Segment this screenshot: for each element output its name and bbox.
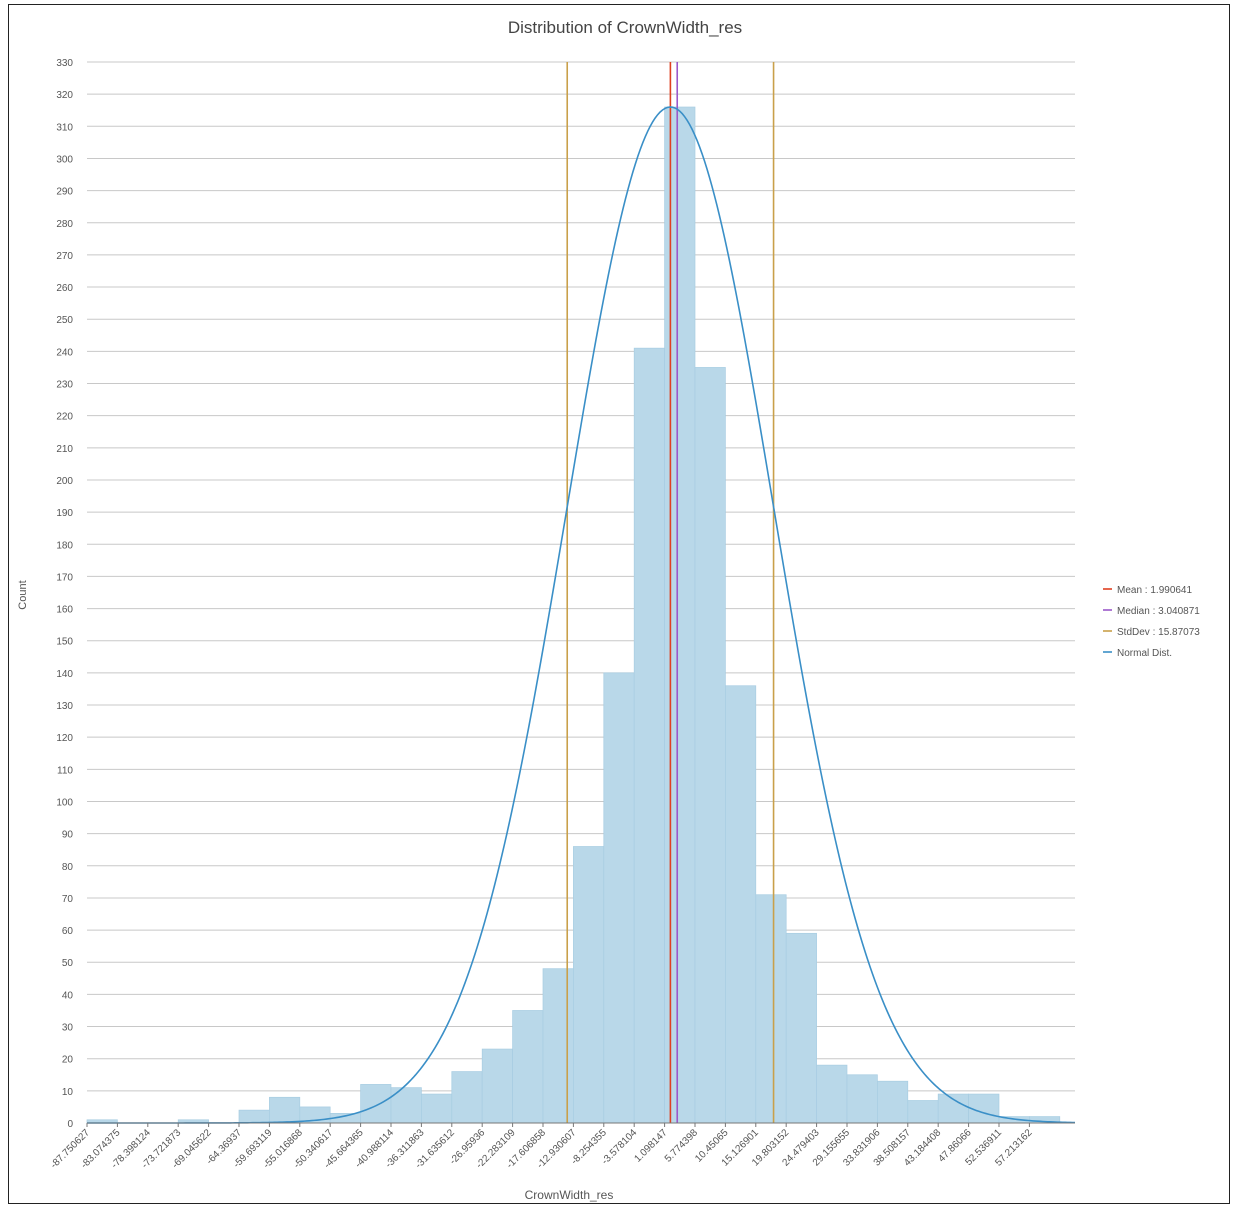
- histogram-chart: Distribution of CrownWidth_res 0 10 20 30 40…: [17, 18, 1200, 1202]
- y-tick-label: 170: [56, 572, 73, 583]
- histogram-bar: [633, 347, 665, 1124]
- y-tick-label: 150: [56, 637, 73, 648]
- y-tick-label: 190: [56, 508, 73, 519]
- legend-label: Normal Dist.: [1117, 648, 1172, 659]
- y-tick-label: 50: [62, 958, 74, 969]
- y-axis-label: Count: [17, 580, 29, 609]
- histogram-bar: [451, 1071, 483, 1124]
- y-tick-label: 20: [62, 1055, 74, 1066]
- y-tick-label: 180: [56, 540, 73, 551]
- histogram-bar: [269, 1096, 301, 1124]
- chart-title: Distribution of CrownWidth_res: [508, 18, 742, 37]
- histogram-bar: [846, 1074, 878, 1124]
- y-tick-label: 10: [62, 1087, 74, 1098]
- histogram-bar: [481, 1048, 513, 1124]
- y-tick-label: 260: [56, 283, 73, 294]
- y-tick-label: 220: [56, 412, 73, 423]
- histogram-bar: [603, 672, 635, 1124]
- histogram-bar: [694, 367, 726, 1124]
- x-axis-label: CrownWidth_res: [525, 1188, 614, 1202]
- y-tick-label: 280: [56, 219, 73, 230]
- y-tick-label: 130: [56, 701, 73, 712]
- histogram-bar: [725, 685, 757, 1124]
- reference-lines: [566, 62, 775, 1123]
- y-tick-label: 140: [56, 669, 73, 680]
- y-tick-label: 310: [56, 122, 73, 133]
- y-tick-label: 30: [62, 1023, 74, 1034]
- y-tick-label: 70: [62, 894, 74, 905]
- y-tick-labels: 0 10 20 30 40 50 60 70 80 90 100 110 120 130 140 150 160…: [56, 58, 73, 1130]
- histogram-bar: [907, 1100, 939, 1124]
- histogram-bar: [512, 1010, 544, 1124]
- y-tick-label: 250: [56, 315, 73, 326]
- y-tick-label: 230: [56, 380, 73, 391]
- histogram-bar: [785, 932, 817, 1124]
- x-tick-labels: -87.750627-83.074375-78.398124-73.721873…: [49, 1123, 1035, 1171]
- y-tick-label: 80: [62, 862, 74, 873]
- legend-label: StdDev : 15.87073: [1117, 627, 1200, 638]
- y-tick-label: 240: [56, 347, 73, 358]
- histogram-bars: [86, 106, 1061, 1124]
- histogram-bar: [937, 1093, 969, 1124]
- y-tick-label: 200: [56, 476, 73, 487]
- histogram-bar: [542, 968, 574, 1124]
- legend-label: Mean : 1.990641: [1117, 585, 1192, 596]
- y-tick-label: 0: [67, 1119, 73, 1130]
- histogram-bar: [877, 1080, 909, 1124]
- histogram-bar: [421, 1093, 453, 1124]
- y-tick-label: 290: [56, 187, 73, 198]
- histogram-bar: [573, 846, 605, 1124]
- y-tick-label: 210: [56, 444, 73, 455]
- histogram-bar: [755, 894, 787, 1124]
- histogram-bar: [238, 1109, 270, 1124]
- y-tick-label: 160: [56, 605, 73, 616]
- histogram-bar: [816, 1064, 848, 1124]
- y-tick-label: 40: [62, 990, 74, 1001]
- y-tick-label: 330: [56, 58, 73, 69]
- y-tick-label: 60: [62, 926, 74, 937]
- y-tick-label: 100: [56, 797, 73, 808]
- y-tick-label: 270: [56, 251, 73, 262]
- chart-frame: Distribution of CrownWidth_res 0 10 20 30 40…: [8, 4, 1230, 1204]
- legend-label: Median : 3.040871: [1117, 606, 1200, 617]
- y-tick-label: 120: [56, 733, 73, 744]
- y-gridlines: [87, 61, 1075, 1124]
- y-tick-label: 320: [56, 90, 73, 101]
- y-tick-label: 300: [56, 154, 73, 165]
- histogram-bar: [664, 106, 696, 1124]
- legend: Mean : 1.990641 Median : 3.040871 StdDev :…: [1103, 585, 1200, 659]
- y-tick-label: 110: [57, 765, 73, 776]
- y-tick-label: 90: [62, 830, 74, 841]
- histogram-bar: [360, 1084, 392, 1124]
